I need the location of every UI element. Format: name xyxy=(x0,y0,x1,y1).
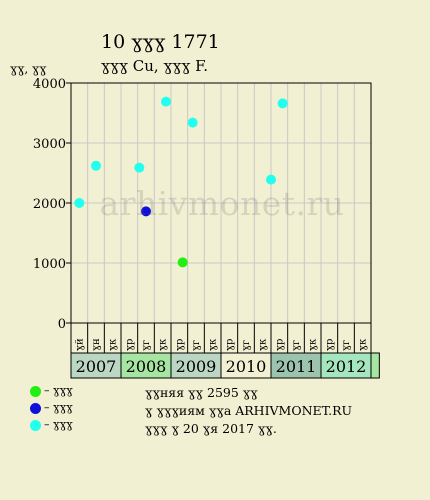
month-label: ɣр xyxy=(274,339,285,351)
month-label: ɣг xyxy=(241,340,252,351)
legend-dot-green xyxy=(30,386,41,397)
year-block xyxy=(120,352,172,379)
month-label: ɣк xyxy=(358,338,369,351)
data-point xyxy=(134,162,145,173)
data-point xyxy=(277,98,288,109)
legend-dot-blue xyxy=(30,403,41,414)
date-text: ɣɣɣ ɣ 20 ɣя 2017 ɣɣ. xyxy=(145,421,277,436)
year-block xyxy=(270,352,322,379)
month-label: ɣг xyxy=(291,340,302,351)
y-tick-label: 4000 xyxy=(33,77,66,92)
month-label: ɣк xyxy=(208,338,219,351)
month-label: ɣг xyxy=(141,340,152,351)
month-label: ɣг xyxy=(341,340,352,351)
month-label: ɣг xyxy=(191,340,202,351)
month-label: ɣр xyxy=(174,339,185,351)
month-label: ɣй xyxy=(74,338,85,351)
legend-label: – ɣɣɣ xyxy=(44,384,73,397)
data-point xyxy=(161,96,171,107)
chart-subtitle: ɣɣɣ Cu, ɣɣɣ F. xyxy=(101,57,208,75)
y-axis-label: ɣɣ, ɣɣ xyxy=(10,62,47,76)
data-point xyxy=(177,257,188,268)
year-block xyxy=(170,352,222,379)
month-label: ɣр xyxy=(124,339,135,351)
source-text: ɣ ɣɣɣиям ɣɣа ARHIVMONET.RU xyxy=(145,403,353,418)
month-label: ɣк xyxy=(258,338,269,351)
month-label: ɣр xyxy=(324,339,335,351)
year-label: 2011 xyxy=(276,357,317,376)
data-point xyxy=(91,160,101,171)
y-tick-label: 2000 xyxy=(33,197,66,212)
year-label: 2010 xyxy=(226,357,267,376)
year-label: 2012 xyxy=(326,357,367,376)
watermark: arhivmonet.ru xyxy=(99,184,345,223)
year-block xyxy=(220,352,272,379)
data-point xyxy=(141,206,151,217)
legend-label: – ɣɣɣ xyxy=(44,418,73,431)
legend-dot-cyan xyxy=(30,420,41,431)
chart-title: 10 ɣɣɣ 1771 xyxy=(101,31,220,53)
month-label: ɣк xyxy=(108,338,119,351)
year-block xyxy=(70,352,122,379)
y-tick-label: 0 xyxy=(58,317,66,332)
average-price-text: ɣɣняя ɣɣ 2595 ɣɣ xyxy=(145,385,258,400)
year-label: 2009 xyxy=(176,357,217,376)
y-tick-label: 1000 xyxy=(33,257,66,272)
y-tick-label: 3000 xyxy=(33,137,66,152)
month-label: ɣр xyxy=(224,339,235,351)
data-point xyxy=(266,174,276,185)
year-label: 2008 xyxy=(126,357,167,376)
year-block xyxy=(320,352,372,379)
year-label: 2007 xyxy=(76,357,117,376)
month-label: ɣн xyxy=(91,338,102,351)
year-block-filler xyxy=(370,352,380,379)
data-point xyxy=(187,117,198,128)
month-label: ɣк xyxy=(308,338,319,351)
month-label: ɣк xyxy=(158,338,169,351)
price-info: ɣɣняя ɣɣ 2595 ɣɣ ɣ ɣɣɣиям ɣɣа ARHIVMONET… xyxy=(145,384,352,438)
legend-label: – ɣɣɣ xyxy=(44,401,73,414)
data-point xyxy=(74,198,85,208)
